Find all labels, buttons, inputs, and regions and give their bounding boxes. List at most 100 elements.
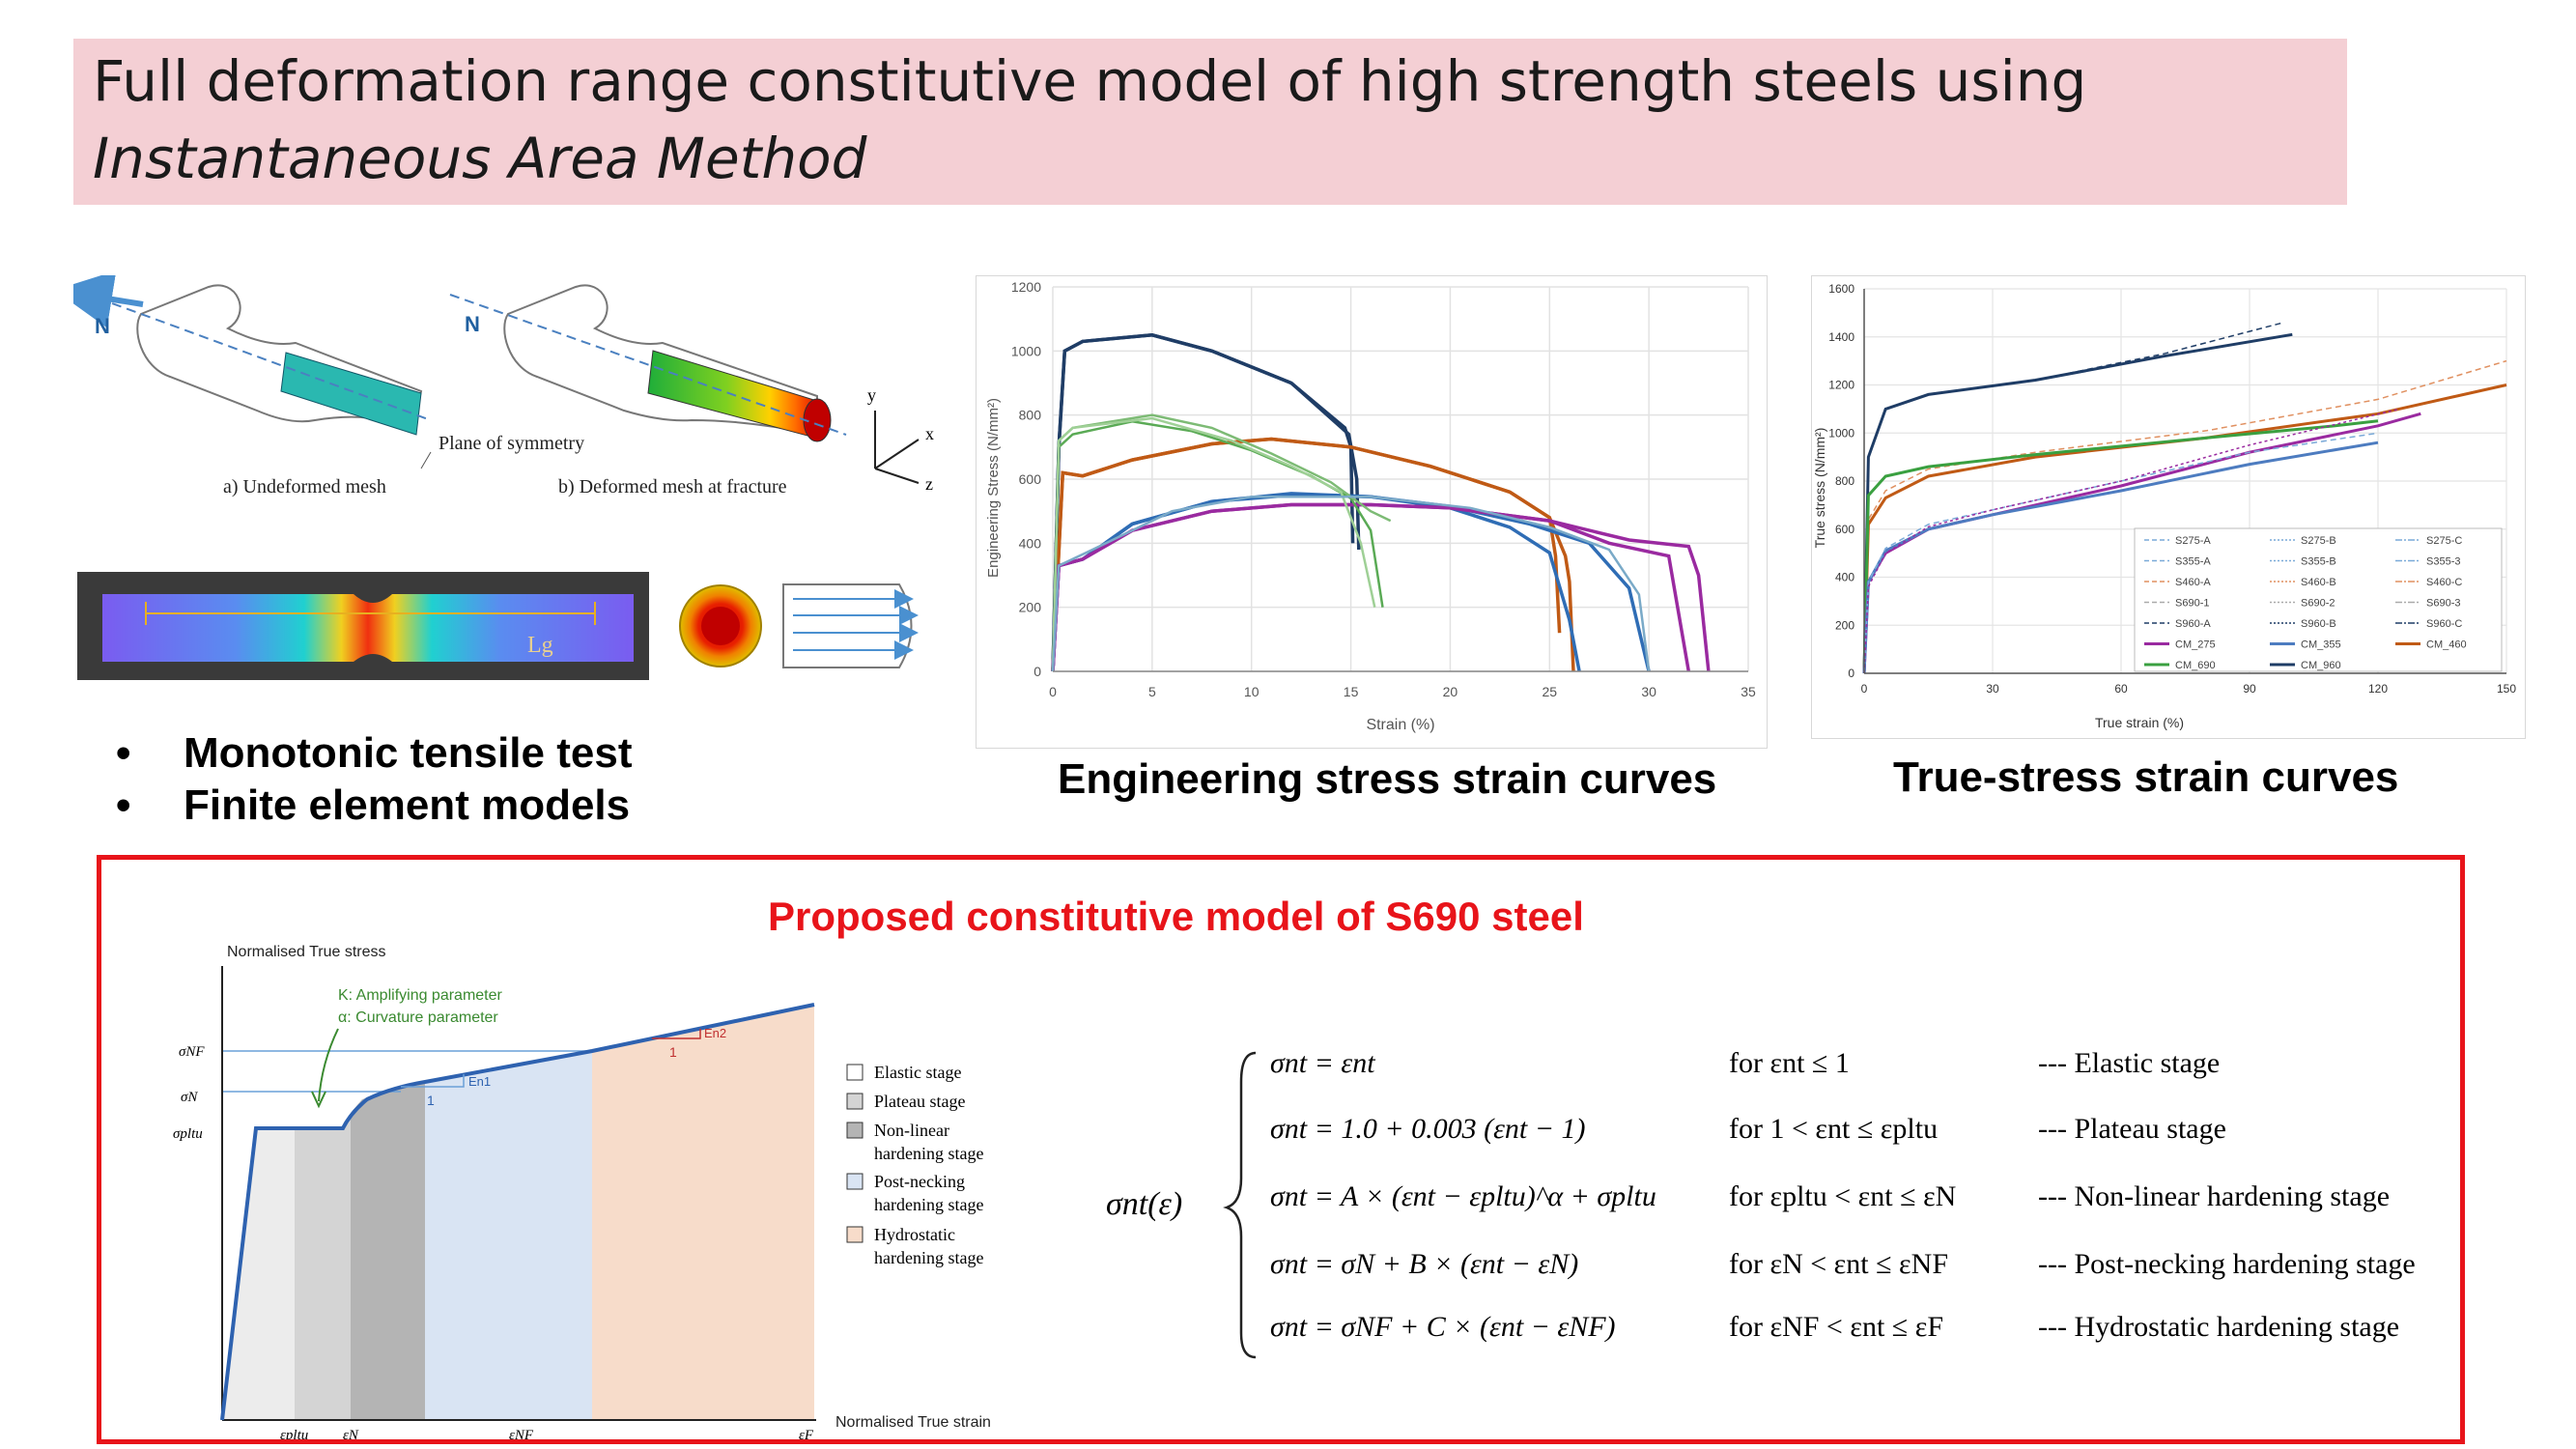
flow-profile-icon	[782, 583, 919, 668]
eng-series-line	[1051, 333, 1361, 672]
eng-y-tick: 400	[1019, 535, 1042, 551]
deformed-specimen: N b) Deformed mesh at fracture	[449, 284, 847, 497]
alpha-parameter-label: α: Curvature parameter	[338, 1009, 498, 1026]
condition-nonlinear: for εpltu < εnt ≤ εN	[1729, 1180, 1956, 1212]
y-tick-sigma-n: σN	[181, 1090, 198, 1105]
caption-undeformed: a) Undeformed mesh	[223, 476, 386, 497]
true-legend-label: S275-A	[2175, 535, 2211, 547]
stage-nonlinear: --- Non-linear hardening stage	[2038, 1180, 2390, 1212]
model-legend: Elastic stage Plateau stage Non-linear ha…	[846, 1063, 983, 1267]
true-legend-label: S960-B	[2301, 618, 2336, 630]
proposed-model-box: Proposed constitutive model of S690 stee…	[97, 855, 2465, 1444]
true-x-tick: 60	[2114, 682, 2128, 696]
plateau-stage-area	[295, 1113, 351, 1420]
stage-plateau: --- Plateau stage	[2038, 1113, 2226, 1145]
eng-y-tick: 600	[1019, 471, 1042, 487]
legend-nonlinear: Non-linear hardening stage	[874, 1121, 983, 1163]
true-x-tick: 30	[1986, 682, 1999, 696]
fe-model-figure: N a) Undeformed mesh N b) Deformed mesh …	[73, 275, 934, 680]
true-x-axis-label: True strain (%)	[2095, 715, 2184, 730]
true-y-axis-label: True stress (N/mm²)	[1812, 428, 1827, 549]
k-parameter-label: K: Amplifying parameter	[338, 987, 503, 1004]
model-title: Proposed constitutive model of S690 stee…	[768, 894, 1584, 939]
true-legend-label: CM_960	[2301, 660, 2341, 671]
model-curve	[220, 1003, 815, 1421]
y-tick-sigma-nf: σNF	[179, 1044, 205, 1060]
stage-post-necking: --- Post-necking hardening stage	[2038, 1248, 2416, 1280]
bullet-item: • Monotonic tensile test	[116, 729, 633, 777]
n-label-b: N	[465, 312, 480, 336]
eng-x-axis-label: Strain (%)	[1366, 717, 1434, 733]
non-linear-stage-area	[351, 1082, 425, 1420]
true-legend-label: S960-C	[2426, 618, 2462, 630]
eng-series-line	[1051, 502, 1691, 672]
true-y-tick: 200	[1835, 618, 1854, 632]
true-legend-box	[2134, 527, 2503, 672]
eng-series-line	[1051, 420, 1384, 672]
true-legend-label: CM_460	[2426, 639, 2467, 651]
true-x-tick: 0	[1861, 682, 1868, 696]
engineering-caption: Engineering stress strain curves	[1058, 755, 1717, 803]
stage-elastic: --- Elastic stage	[2038, 1047, 2220, 1079]
eng-y-tick: 1000	[1011, 343, 1041, 358]
eng-y-tick: 1200	[1011, 279, 1041, 295]
model-figure: Normalised True stress Normalised True s…	[173, 944, 2416, 1439]
true-legend-label: CM_690	[2175, 660, 2216, 671]
undeformed-specimen: N a) Undeformed mesh	[73, 275, 432, 497]
condition-plateau: for 1 < εnt ≤ εpltu	[1729, 1113, 1938, 1145]
true-legend-label: CM_275	[2175, 639, 2216, 651]
eng-x-tick: 30	[1641, 684, 1656, 699]
true-y-tick: 600	[1835, 523, 1854, 536]
eng-y-tick: 200	[1019, 600, 1042, 615]
gauge-length-label: Lg	[527, 633, 553, 658]
true-series-line	[1863, 322, 2284, 674]
legend-plateau: Plateau stage	[874, 1092, 965, 1111]
true-x-tick: 90	[2243, 682, 2256, 696]
slope-one-1: 1	[427, 1093, 435, 1108]
true-legend-label: S355-A	[2175, 556, 2211, 568]
eng-x-tick: 5	[1148, 684, 1156, 699]
eng-x-tick: 20	[1443, 684, 1458, 699]
n-label: N	[95, 314, 110, 338]
true-series-line	[1862, 419, 2379, 674]
true-series-line	[1862, 384, 2507, 674]
true-legend-label: S355-B	[2301, 556, 2336, 568]
eng-x-tick: 15	[1344, 684, 1359, 699]
x-tick-eps-nf: εNF	[509, 1428, 534, 1439]
x-tick-eps-f: εF	[799, 1428, 814, 1439]
true-y-tick: 1400	[1828, 330, 1854, 344]
equation-hydrostatic: σnt = σNF + C × (εnt − εNF)	[1270, 1311, 1616, 1343]
axis-x-label: x	[925, 424, 934, 443]
stage-hydrostatic: --- Hydrostatic hardening stage	[2038, 1311, 2399, 1343]
true-legend-label: S960-A	[2175, 618, 2211, 630]
true-legend-label: S690-1	[2175, 598, 2209, 610]
eng-y-tick: 800	[1019, 408, 1042, 423]
title-line-2: Instantaneous Area Method	[93, 126, 867, 191]
y-tick-sigma-pltu: σpltu	[173, 1126, 203, 1142]
true-y-tick: 1600	[1828, 282, 1854, 296]
eng-series-line	[1051, 437, 1562, 672]
true-legend-label: S460-A	[2175, 577, 2211, 588]
legend-post-necking: Post-necking hardening stage	[874, 1172, 983, 1214]
true-legend-label: S275-C	[2426, 535, 2462, 547]
slope-one-2: 1	[669, 1044, 677, 1060]
eng-series-line	[1051, 416, 1376, 672]
equation-elastic: σnt = εnt	[1270, 1047, 1375, 1079]
true-series-line	[1863, 359, 2507, 674]
caption-deformed: b) Deformed mesh at fracture	[558, 476, 787, 497]
title-banner: Full deformation range constitutive mode…	[73, 39, 2347, 205]
true-legend-label: S275-B	[2301, 535, 2336, 547]
legend-hydrostatic: Hydrostatic hardening stage	[874, 1225, 983, 1267]
hydrostatic-stage-area	[592, 1005, 814, 1420]
eng-x-tick: 35	[1741, 684, 1756, 699]
engineering-stress-strain-chart: 0 200 400 600 800 1000 1200 0 5 10 15 20 25 30 35 Stra…	[976, 275, 1768, 749]
true-series-line	[1863, 432, 2379, 674]
true-y-tick: 1000	[1828, 426, 1854, 440]
true-x-tick: 120	[2368, 682, 2388, 696]
true-legend-label: S460-C	[2426, 577, 2462, 588]
dic-strain-photo: Lg	[77, 572, 649, 680]
eng-x-tick: 25	[1542, 684, 1557, 699]
plane-of-symmetry-label: Plane of symmetry	[439, 433, 584, 454]
post-necking-stage-area	[425, 1051, 592, 1420]
axis-z-label: z	[925, 474, 933, 494]
